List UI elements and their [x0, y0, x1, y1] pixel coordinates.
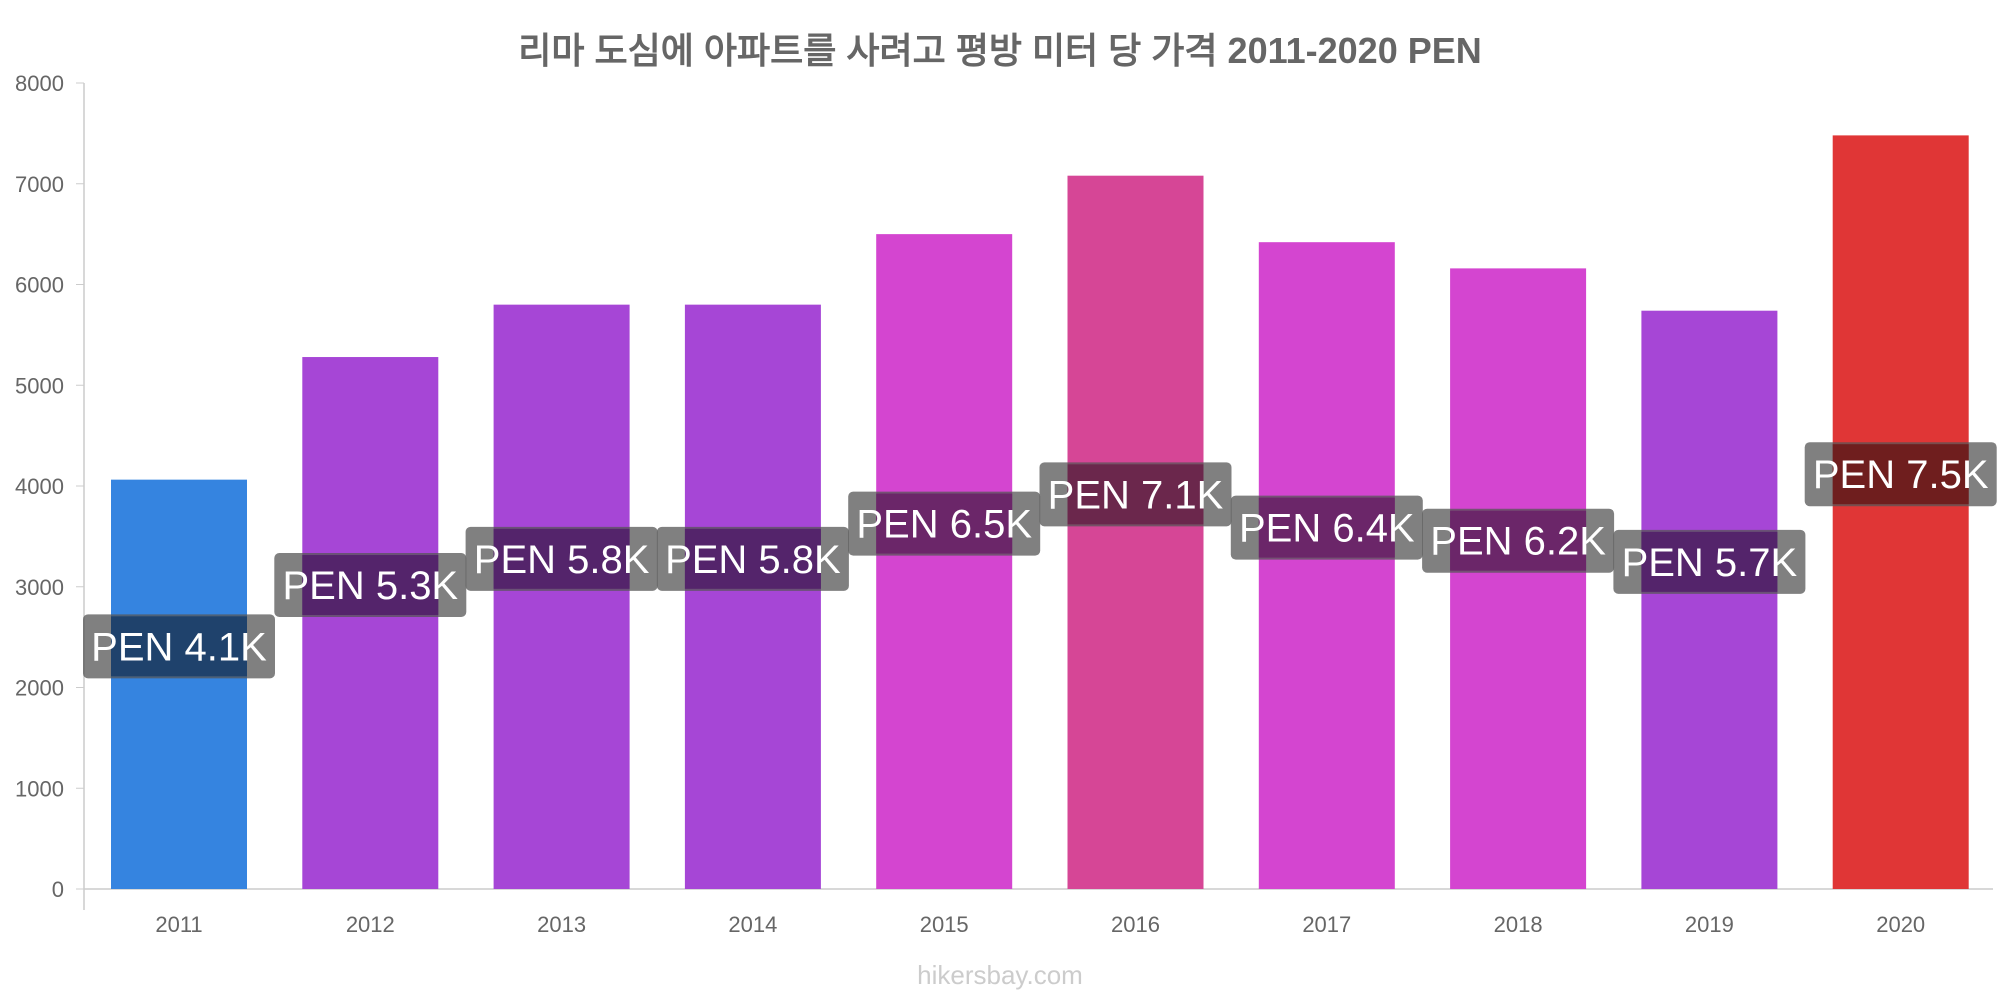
y-tick-label: 1000 — [15, 776, 64, 801]
x-tick-label: 2015 — [920, 912, 969, 937]
bar-2020 — [1832, 135, 1969, 889]
bar-2015 — [876, 234, 1013, 889]
x-tick-label: 2014 — [728, 912, 777, 937]
bar-2013 — [493, 304, 630, 889]
data-label-overlay — [302, 555, 439, 616]
data-label-overlay — [1450, 510, 1587, 571]
y-tick-label: 3000 — [15, 575, 64, 600]
data-label: PEN 7.5K — [1813, 453, 1989, 497]
data-label: PEN 4.1K — [91, 625, 267, 669]
y-tick-label: 4000 — [15, 474, 64, 499]
x-tick-label: 2013 — [537, 912, 586, 937]
y-tick-label: 8000 — [15, 71, 64, 96]
y-tick-label: 6000 — [15, 273, 64, 298]
y-tick-label: 2000 — [15, 676, 64, 701]
x-tick-label: 2016 — [1111, 912, 1160, 937]
data-label: PEN 5.8K — [665, 538, 841, 582]
bar-2018 — [1450, 268, 1587, 889]
bar-2017 — [1258, 242, 1395, 889]
x-tick-label: 2017 — [1302, 912, 1351, 937]
data-label-overlay — [111, 616, 247, 677]
data-label-overlay — [1258, 497, 1395, 558]
data-label: PEN 6.5K — [856, 503, 1032, 547]
data-label-overlay — [876, 493, 1013, 554]
data-label: PEN 6.4K — [1239, 507, 1415, 551]
data-label: PEN 5.7K — [1622, 541, 1798, 585]
data-label: PEN 7.1K — [1048, 473, 1224, 517]
chart-title: 리마 도심에 아파트를 사려고 평방 미터 당 가격 2011-2020 PEN — [518, 30, 1482, 71]
y-tick-label: 7000 — [15, 172, 64, 197]
bar-2019 — [1641, 310, 1778, 889]
data-label: PEN 5.3K — [282, 564, 458, 608]
bar-2011 — [111, 479, 247, 889]
x-tick-label: 2018 — [1494, 912, 1543, 937]
bar-2014 — [684, 304, 821, 889]
x-tick-label: 2011 — [155, 912, 202, 937]
data-label-overlay — [1067, 464, 1204, 525]
data-label-overlay — [684, 528, 821, 589]
data-label-overlay — [493, 528, 630, 589]
data-label: PEN 5.8K — [474, 538, 650, 582]
data-label-overlay — [1641, 531, 1778, 592]
bar-2012 — [302, 357, 439, 889]
data-label: PEN 6.2K — [1430, 520, 1606, 564]
data-label-overlay — [1832, 444, 1969, 505]
y-tick-label: 5000 — [15, 373, 64, 398]
x-tick-label: 2019 — [1685, 912, 1734, 937]
y-tick-label: 0 — [52, 877, 64, 902]
x-tick-label: 2020 — [1876, 912, 1925, 937]
watermark: hikersbay.com — [917, 960, 1083, 990]
bar-2016 — [1067, 175, 1204, 889]
x-tick-label: 2012 — [346, 912, 395, 937]
